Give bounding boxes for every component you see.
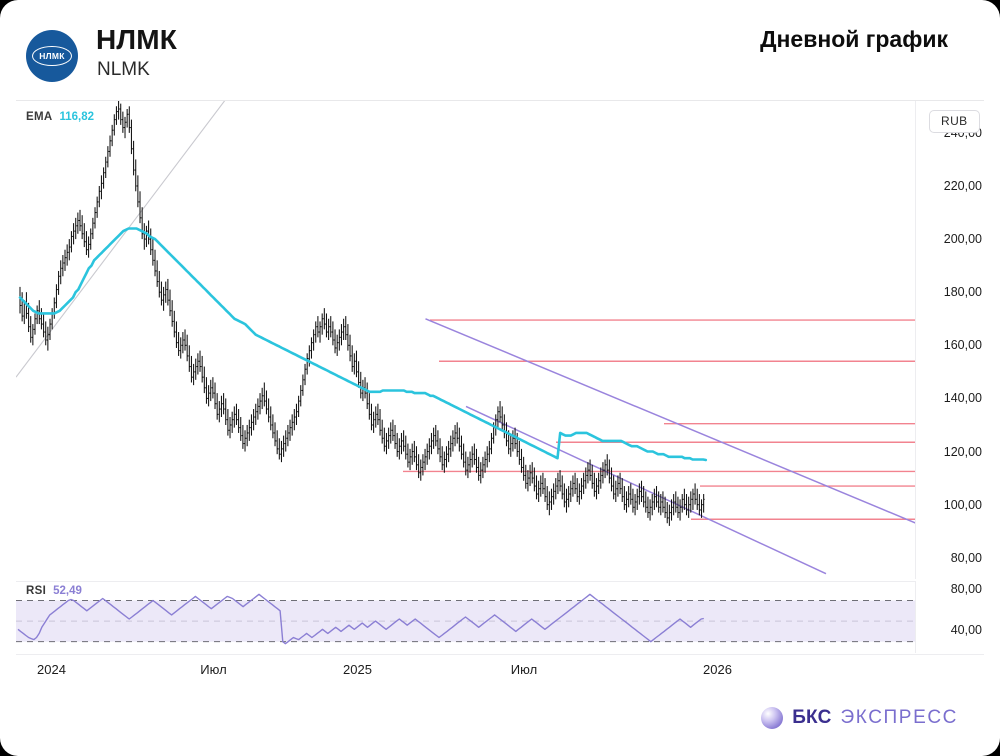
rsi-legend-value: 52,49 [53,585,82,597]
nlmk-logo-oval: НЛМК [32,46,72,66]
rsi-axis[interactable]: 40,00 80,00 [918,581,984,653]
time-tick-Июл: Июл [510,662,538,677]
ema-line [18,227,708,462]
ticker-symbol: NLMK [97,59,150,80]
trendline-uptrend-gray [16,101,226,378]
rsi-tick-80: 80,00 [950,582,982,597]
price-axis[interactable]: 80,00 100,00 120,00 140,00 160,00 180,00 200,0… [918,101,984,579]
ema-legend-label: EMA [26,111,53,123]
price-tick-160: 160,00 [943,338,982,353]
time-axis[interactable]: 2024 Июл 2025 Июл 2026 [16,654,984,684]
rsi-plot [16,593,915,645]
time-tick-2025: 2025 [343,662,372,677]
nlmk-logo-text: НЛМК [39,50,65,61]
ohlc-bars [19,101,705,526]
rsi-line [17,593,704,645]
nlmk-logo-icon: НЛМК [26,30,78,82]
time-tick-2024: 2024 [37,662,66,677]
price-tick-180: 180,00 [943,285,982,300]
rsi-tick-40: 40,00 [950,623,982,638]
price-chart-pane[interactable]: EMA 116,82 [16,101,916,579]
price-tick-100: 100,00 [943,497,982,512]
price-plot [16,101,915,575]
rsi-legend: RSI 52,49 [26,585,82,597]
rsi-legend-label: RSI [26,585,47,597]
price-tick-120: 120,00 [943,444,982,459]
price-tick-200: 200,00 [943,232,982,247]
ema-legend: EMA 116,82 [26,111,94,123]
rsi-chart-pane[interactable]: RSI 52,49 [16,581,916,653]
page-title: НЛМК [96,24,178,55]
trendline-channel-upper-purple [425,318,915,524]
bcs-sphere-icon [761,707,784,729]
price-tick-80: 80,00 [950,550,982,565]
ema-legend-value: 116,82 [59,111,95,123]
time-tick-Июл: Июл [200,662,227,677]
bcs-brand-text: БКС [792,707,832,728]
trendline-channel-lower-purple [465,405,827,575]
currency-badge: RUB [929,110,980,133]
price-tick-140: 140,00 [943,391,982,406]
chart-frame: EMA 116,82 80,00 100,00 120,00 140,00 160,00 1… [16,100,984,677]
chart-type-label: Дневной график [760,26,948,52]
bcs-express-text: ЭКСПРЕСС [840,707,958,728]
bcs-express-logo: БКС ЭКСПРЕСС [761,707,958,729]
price-tick-220: 220,00 [943,178,982,193]
time-tick-2026: 2026 [703,662,732,677]
header: НЛМК НЛМК NLMK Дневной график [0,0,1000,100]
